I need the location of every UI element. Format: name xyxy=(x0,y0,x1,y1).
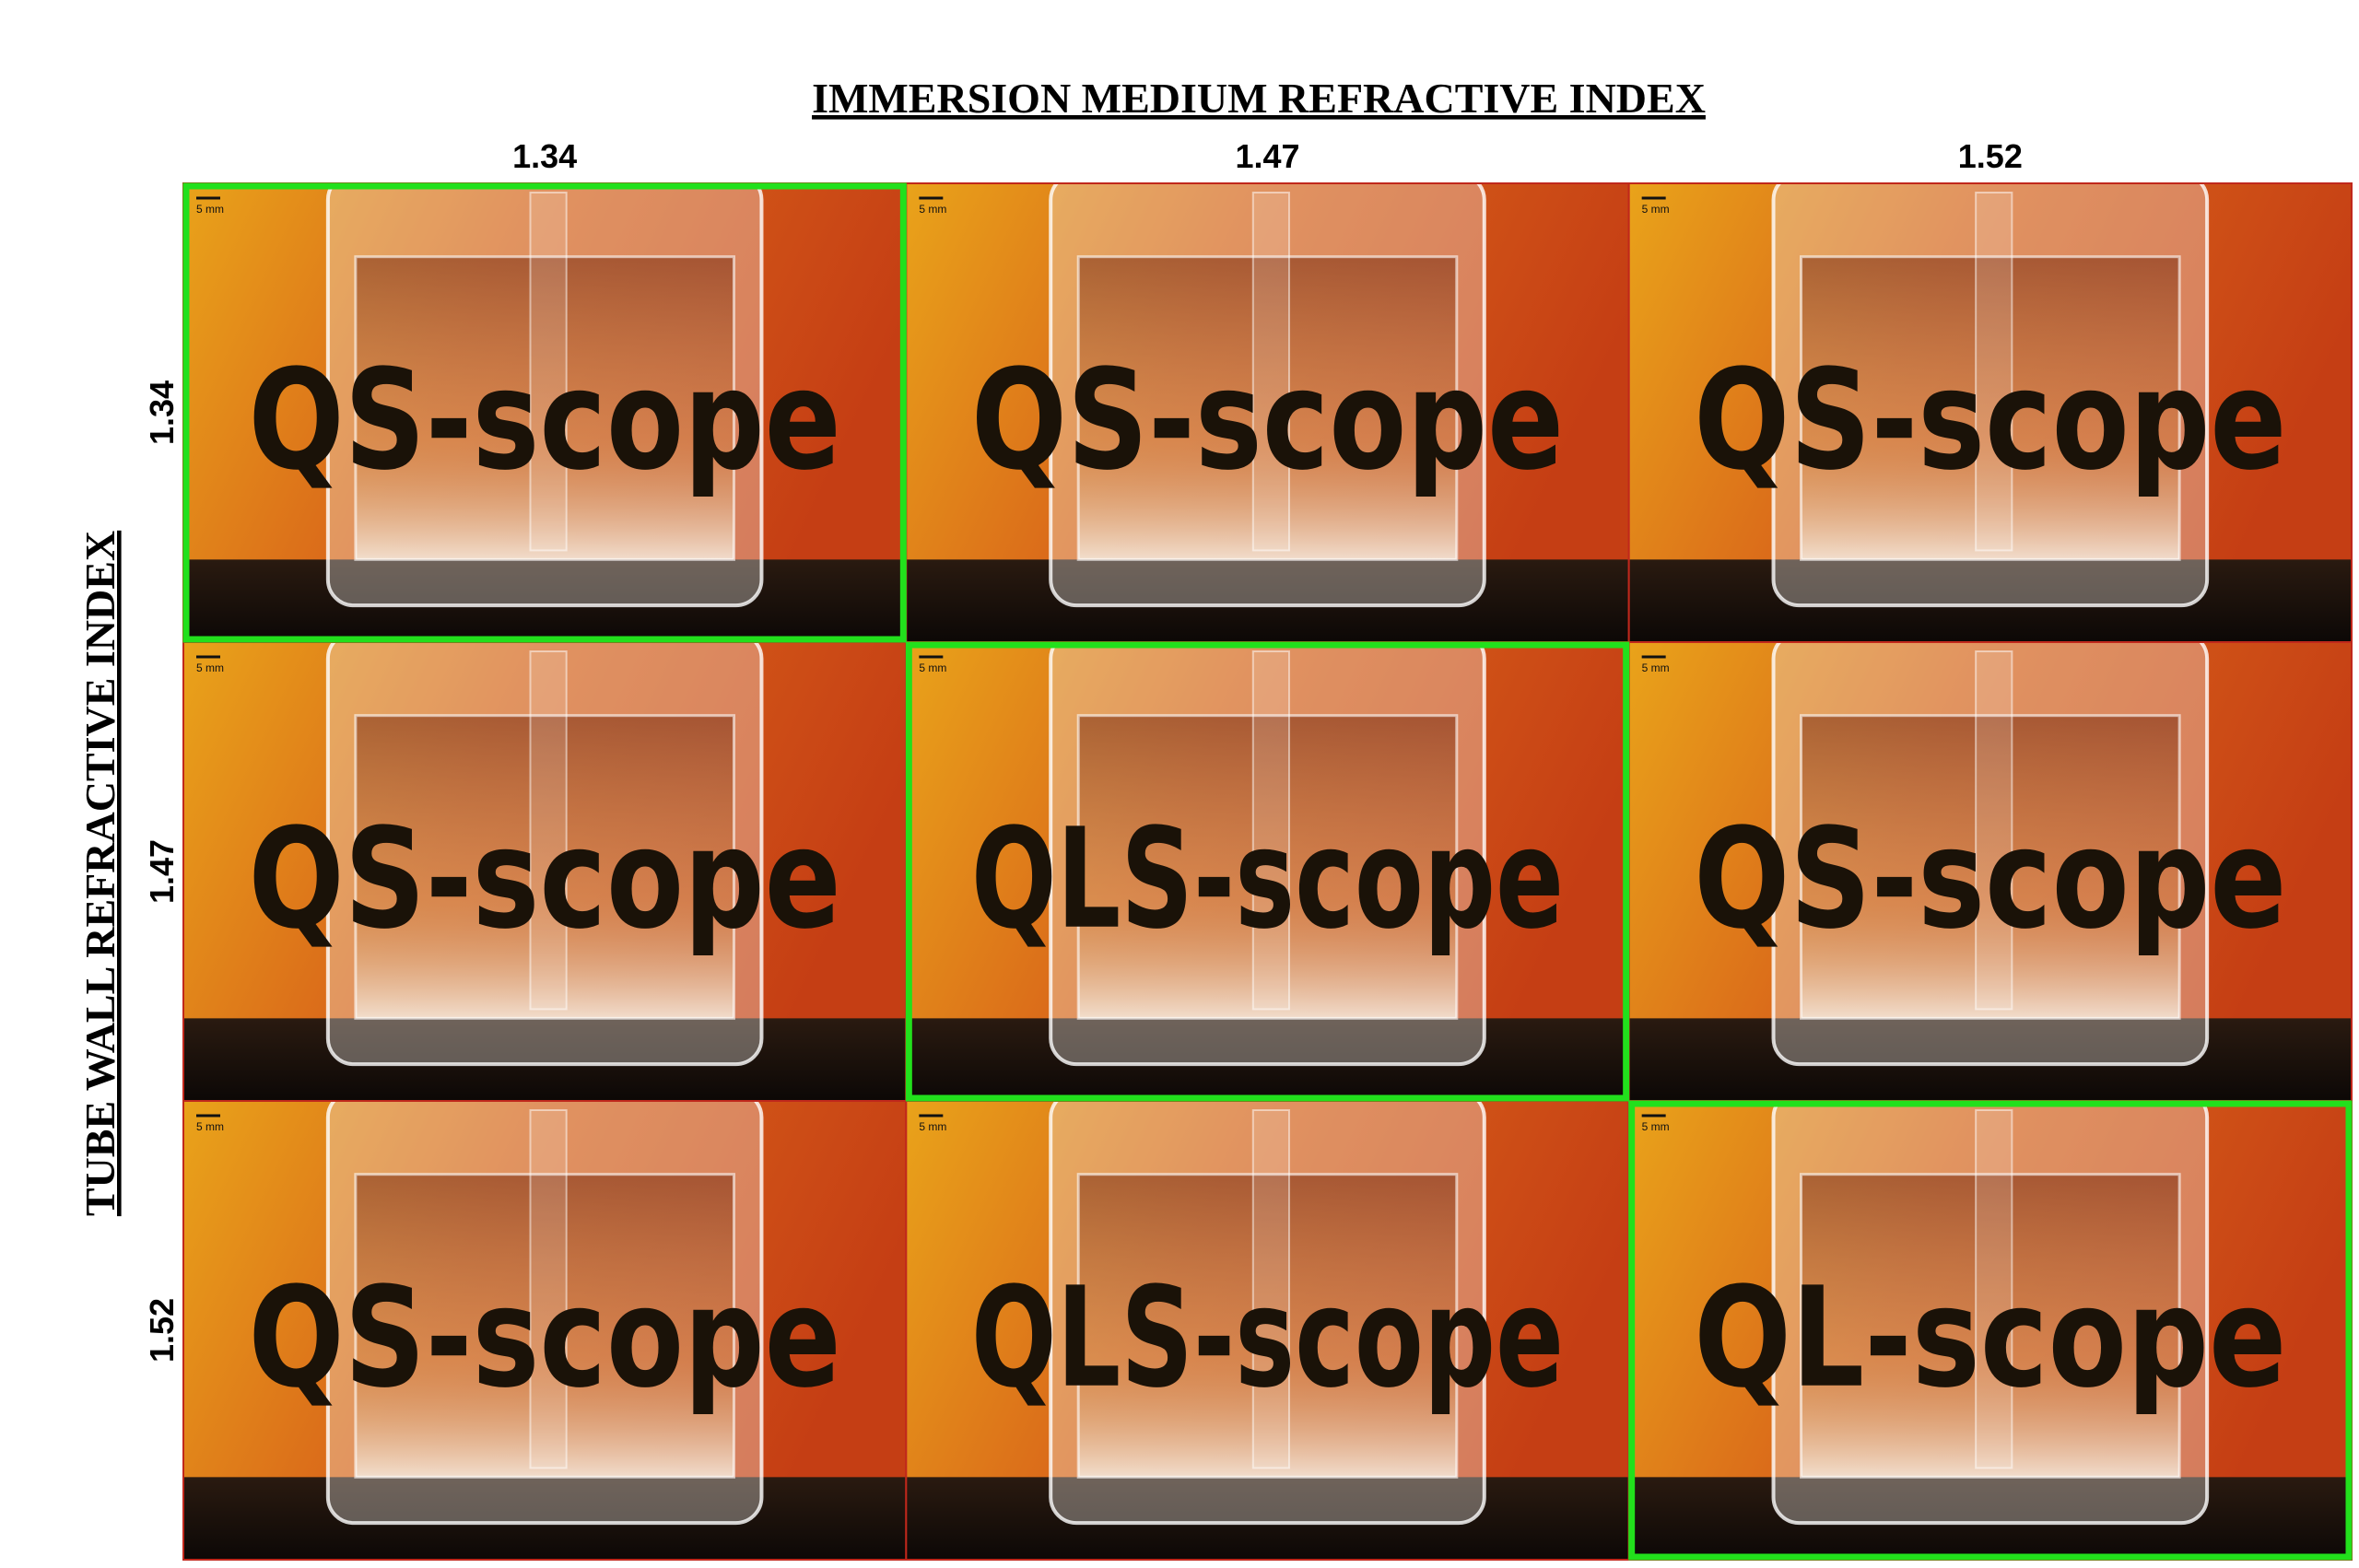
tube xyxy=(1975,192,2013,552)
logo-text: QS-scope xyxy=(249,341,841,501)
photo: QS-scope 5 mm xyxy=(182,641,908,1102)
column-label: 1.47 xyxy=(1235,137,1299,175)
cuvette-inner xyxy=(354,1173,735,1479)
photo: QL-scope 5 mm xyxy=(1627,1100,2353,1561)
logo-text: QS-scope xyxy=(1694,800,2286,960)
tube xyxy=(1251,192,1291,552)
cuvette-inner xyxy=(1800,714,2181,1020)
tube xyxy=(1975,1109,2013,1469)
tube xyxy=(529,192,568,552)
table-surface xyxy=(1628,559,2352,642)
photo-content: QS-scope 5 mm xyxy=(906,183,1629,642)
logo-text: QS-scope xyxy=(1694,341,2286,501)
logo-text: QL-scope xyxy=(1694,1258,2286,1419)
table-surface xyxy=(1628,1477,2352,1560)
photo: QLS-scope 5 mm xyxy=(905,641,1630,1102)
logo-text: QS-scope xyxy=(971,341,1564,501)
cuvette-inner xyxy=(354,255,735,561)
table-surface xyxy=(183,1018,907,1101)
scale-label: 5 mm xyxy=(919,203,946,216)
table-surface xyxy=(906,559,1629,642)
photo-content: QLS-scope 5 mm xyxy=(906,642,1629,1101)
scale-label: 5 mm xyxy=(1642,661,1670,674)
photo-content: QL-scope 5 mm xyxy=(1628,1101,2352,1560)
cuvette-inner xyxy=(1800,255,2181,561)
column-label: 1.34 xyxy=(512,137,577,175)
photo: QS-scope 5 mm xyxy=(905,182,1630,643)
tube xyxy=(1251,1109,1291,1469)
column-axis-title: IMMERSION MEDIUM REFRACTIVE INDEX xyxy=(812,75,1706,122)
tube xyxy=(1975,650,2013,1011)
photo: QS-scope 5 mm xyxy=(182,1100,908,1561)
logo-text: QLS-scope xyxy=(971,1258,1564,1419)
highlight-frame xyxy=(182,182,907,643)
photo-content: QS-scope 5 mm xyxy=(183,642,907,1101)
photo: QS-scope 5 mm xyxy=(182,182,908,643)
cuvette-inner xyxy=(1076,714,1459,1020)
scale-label: 5 mm xyxy=(919,1120,946,1133)
photo-content: QS-scope 5 mm xyxy=(1628,642,2352,1101)
scale-label: 5 mm xyxy=(196,661,224,674)
photo-content: QS-scope 5 mm xyxy=(183,183,907,642)
photo-content: QS-scope 5 mm xyxy=(183,1101,907,1560)
table-surface xyxy=(906,1477,1629,1560)
row-label: 1.52 xyxy=(143,1298,181,1363)
row-label: 1.34 xyxy=(143,380,181,445)
cuvette-inner xyxy=(1076,255,1459,561)
highlight-frame xyxy=(1628,1100,2353,1561)
tube xyxy=(1251,650,1291,1011)
table-surface xyxy=(183,559,907,642)
cuvette-inner xyxy=(1076,1173,1459,1479)
scale-label: 5 mm xyxy=(919,661,946,674)
photo: QS-scope 5 mm xyxy=(1627,182,2353,643)
cuvette-inner xyxy=(1800,1173,2181,1479)
table-surface xyxy=(906,1018,1629,1101)
logo-text: QS-scope xyxy=(249,800,841,960)
tube xyxy=(529,1109,568,1469)
photo: QLS-scope 5 mm xyxy=(905,1100,1630,1561)
scale-label: 5 mm xyxy=(196,1120,224,1133)
scale-label: 5 mm xyxy=(196,203,224,216)
photo-content: QS-scope 5 mm xyxy=(1628,183,2352,642)
cuvette-inner xyxy=(354,714,735,1020)
column-label: 1.52 xyxy=(1958,137,2023,175)
highlight-frame xyxy=(905,641,1630,1102)
tube xyxy=(529,650,568,1011)
photo-content: QLS-scope 5 mm xyxy=(906,1101,1629,1560)
logo-text: QS-scope xyxy=(249,1258,841,1419)
table-surface xyxy=(1628,1018,2352,1101)
logo-text: QLS-scope xyxy=(971,800,1564,960)
scale-label: 5 mm xyxy=(1642,203,1670,216)
photo: QS-scope 5 mm xyxy=(1627,641,2353,1102)
row-axis-title: TUBE WALL REFRACTIVE INDEX xyxy=(76,531,123,1216)
row-label: 1.47 xyxy=(143,839,181,904)
scale-label: 5 mm xyxy=(1642,1120,1670,1133)
table-surface xyxy=(183,1477,907,1560)
